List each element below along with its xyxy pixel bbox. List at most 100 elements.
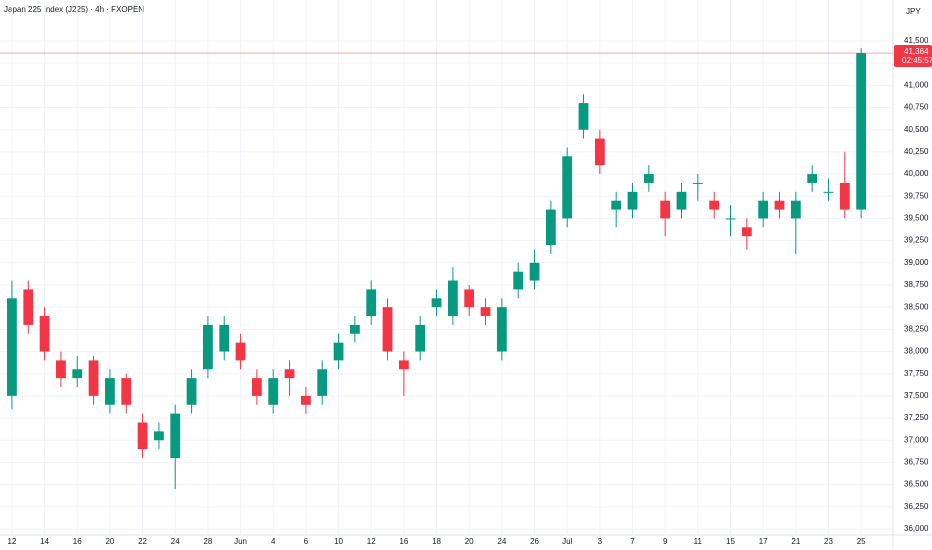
y-tick-label: 38,250 bbox=[904, 324, 929, 333]
candle-body bbox=[284, 369, 295, 379]
y-tick-label: 41,000 bbox=[904, 80, 929, 89]
candle-body bbox=[415, 324, 426, 352]
candle-body bbox=[137, 422, 148, 450]
y-tick-label: 40,750 bbox=[904, 103, 929, 112]
y-tick-label: 40,000 bbox=[904, 169, 929, 178]
candle-body bbox=[105, 378, 115, 405]
candle-body bbox=[23, 289, 34, 325]
x-tick-label: 18 bbox=[432, 537, 441, 546]
x-tick-label: 10 bbox=[334, 537, 343, 546]
x-tick-label: 16 bbox=[399, 537, 408, 546]
candle-body bbox=[431, 298, 442, 308]
y-tick-label: 36,000 bbox=[904, 524, 929, 533]
last-price-label: 41,364 bbox=[904, 47, 929, 56]
candle-body bbox=[121, 378, 132, 405]
y-tick-label: 37,250 bbox=[904, 413, 929, 422]
candle-body bbox=[839, 182, 850, 210]
candle-body bbox=[219, 324, 230, 352]
y-tick-label: 39,250 bbox=[904, 236, 929, 245]
candle-body bbox=[349, 324, 360, 334]
y-tick-label: 37,500 bbox=[904, 391, 929, 400]
x-tick-label: 23 bbox=[824, 537, 833, 546]
y-tick-label: 39,750 bbox=[904, 191, 929, 200]
x-tick-label: 24 bbox=[497, 537, 506, 546]
y-tick-label: 38,750 bbox=[904, 280, 929, 289]
x-tick-label: 25 bbox=[857, 537, 866, 546]
y-tick-label: 37,750 bbox=[904, 369, 929, 378]
candle-body bbox=[856, 53, 867, 210]
x-tick-label: 7 bbox=[630, 537, 635, 546]
x-tick-label: 11 bbox=[694, 537, 703, 546]
candle-body bbox=[447, 280, 458, 317]
candle-body bbox=[464, 289, 475, 308]
currency: JPY bbox=[906, 7, 921, 16]
candle-body bbox=[692, 182, 703, 184]
x-tick-label: 24 bbox=[171, 537, 180, 546]
candle-body bbox=[725, 218, 736, 220]
x-tick-label: 6 bbox=[304, 537, 309, 546]
candle-body bbox=[186, 378, 197, 405]
candle-body bbox=[398, 360, 409, 370]
candle-body bbox=[88, 360, 99, 396]
candle-body bbox=[39, 316, 50, 352]
candle-body bbox=[709, 200, 720, 210]
candle-body bbox=[366, 289, 377, 317]
candle-body bbox=[823, 191, 834, 193]
candle-body bbox=[300, 395, 311, 405]
x-tick-label: 9 bbox=[663, 537, 668, 546]
x-tick-label: 21 bbox=[791, 537, 800, 546]
x-tick-label: 22 bbox=[138, 537, 147, 546]
candle-body bbox=[807, 174, 818, 183]
x-tick-label: 28 bbox=[203, 537, 212, 546]
x-tick-label: Jun bbox=[234, 537, 247, 546]
candle-body bbox=[268, 378, 279, 405]
candle-body bbox=[594, 138, 605, 166]
candle-body bbox=[529, 262, 540, 281]
candle-body bbox=[758, 200, 769, 219]
x-tick-label: 12 bbox=[367, 537, 376, 546]
candle-body bbox=[741, 227, 752, 237]
x-tick-label: 14 bbox=[40, 537, 49, 546]
candle-body bbox=[578, 103, 589, 130]
x-tick-label: Jul bbox=[562, 537, 572, 546]
candle-body bbox=[562, 156, 573, 219]
x-tick-label: 12 bbox=[7, 537, 16, 546]
candle-body bbox=[251, 378, 262, 396]
candle-body bbox=[154, 431, 164, 441]
y-tick-label: 36,750 bbox=[904, 458, 929, 467]
y-tick-label: 38,000 bbox=[904, 347, 929, 356]
candle-body bbox=[56, 360, 66, 379]
x-tick-label: 17 bbox=[759, 537, 768, 546]
y-tick-label: 40,500 bbox=[904, 125, 929, 134]
y-tick-label: 39,000 bbox=[904, 258, 929, 267]
x-tick-label: 15 bbox=[726, 537, 735, 546]
y-tick-label: 40,250 bbox=[904, 147, 929, 156]
candle-body bbox=[643, 174, 654, 183]
x-tick-label: 16 bbox=[73, 537, 82, 546]
candle-body bbox=[676, 191, 687, 210]
countdown-label: 02:45:57 bbox=[902, 56, 932, 65]
x-tick-label: 20 bbox=[465, 537, 474, 546]
x-tick-label: 26 bbox=[530, 537, 539, 546]
candle-body bbox=[513, 271, 524, 290]
x-tick-label: 20 bbox=[105, 537, 114, 546]
candle-body bbox=[7, 298, 17, 396]
candle-body bbox=[72, 369, 83, 379]
candle-body bbox=[170, 413, 181, 458]
y-tick-label: 39,500 bbox=[904, 214, 929, 223]
y-tick-label: 36,250 bbox=[904, 502, 929, 511]
y-tick-label: 36,500 bbox=[904, 480, 929, 489]
candle-body bbox=[774, 200, 785, 210]
y-tick-label: 41,500 bbox=[904, 36, 929, 45]
candle-body bbox=[545, 209, 556, 246]
candle-body bbox=[660, 200, 671, 219]
candle-body bbox=[235, 342, 246, 361]
last-price-box bbox=[894, 45, 932, 68]
candle-body bbox=[496, 307, 507, 352]
candle-body bbox=[202, 324, 213, 370]
candle-body bbox=[333, 342, 344, 361]
candle-body bbox=[627, 191, 638, 210]
